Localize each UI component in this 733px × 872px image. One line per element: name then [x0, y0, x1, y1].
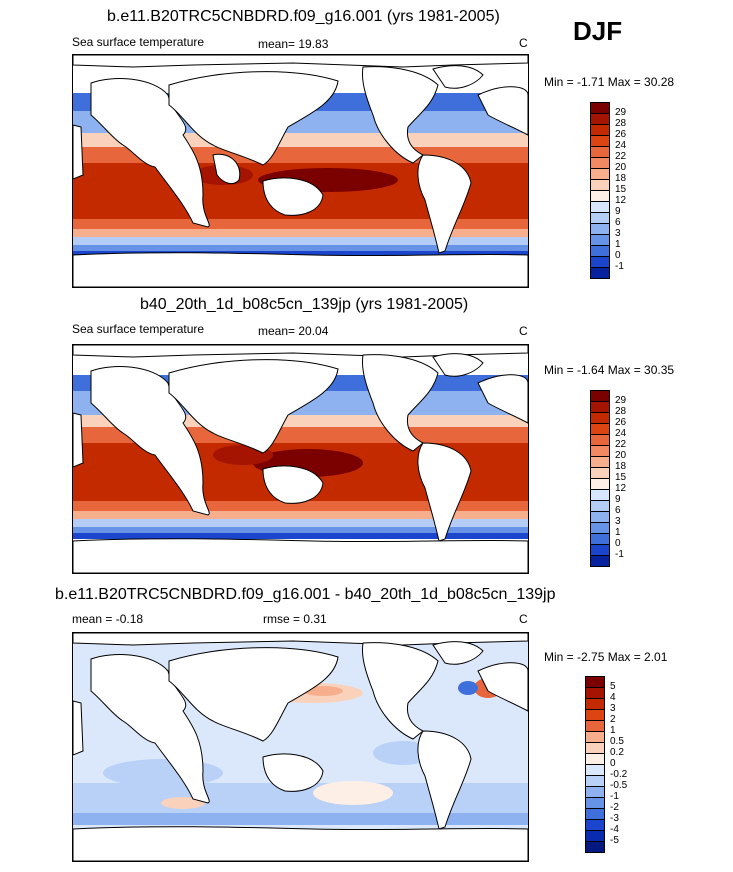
colorbar-tick-label: 29 [615, 107, 627, 118]
panel-1-title: b.e11.B20TRC5CNBDRD.f09_g16.001 (yrs 198… [107, 8, 500, 25]
colorbar-tick-label: 12 [615, 483, 627, 494]
colorbar-tick-label: -3 [610, 813, 619, 824]
colorbar-tick-label: 12 [615, 195, 627, 206]
colorbar-tick-label: 3 [615, 516, 621, 527]
colorbar-tick-label: 26 [615, 129, 627, 140]
colorbar-tick-label: 6 [615, 505, 621, 516]
colorbar-tick-label: -0.5 [610, 780, 628, 791]
colorbar-tick-label: 18 [615, 173, 627, 184]
colorbar-swatch [590, 555, 610, 567]
colorbar-tick-label: 0 [610, 758, 616, 769]
panel-3-mean: mean = -0.18 [72, 612, 144, 626]
colorbar-tick-label: 5 [610, 681, 616, 692]
panel-1-variable-label: Sea surface temperature [72, 35, 205, 49]
colorbar-tick-label: -5 [610, 835, 619, 846]
colorbar-tick-label: 0.2 [610, 747, 624, 758]
colorbar-tick-label: 0 [615, 250, 621, 261]
panel-2-map [72, 344, 529, 574]
colorbar-tick-label: 4 [610, 692, 616, 703]
colorbar-tick-label: 26 [615, 417, 627, 428]
colorbar-tick-label: 22 [615, 151, 627, 162]
panel-3-title: b.e11.B20TRC5CNBDRD.f09_g16.001 - b40_20… [55, 586, 556, 603]
colorbar-tick-label: 1 [615, 527, 621, 538]
panel-2-mean: mean= 20.04 [258, 324, 329, 338]
colorbar-tick-label: 20 [615, 450, 627, 461]
panel-1-colorbar: 29 28 26 24 22 20 18 15 12 9 6 3 1 0 -1 [590, 102, 670, 284]
colorbar-tick-label: 0 [615, 538, 621, 549]
colorbar-tick-label: 24 [615, 140, 627, 151]
panel-3-colorbar: 5 4 3 2 1 0.5 0.2 0 -0.2 -0.5 -1 -2 -3 -4 -5 [585, 676, 665, 858]
panel-3-map [72, 632, 529, 862]
colorbar-tick-label: 1 [610, 725, 616, 736]
colorbar-tick-label: 29 [615, 395, 627, 406]
panel-2-colorbar: 29 28 26 24 22 20 18 15 12 9 6 3 1 0 -1 [590, 390, 670, 572]
panel-1-mean: mean= 19.83 [258, 37, 329, 51]
season-label: DJF [573, 16, 623, 46]
colorbar-tick-label: 0.5 [610, 736, 624, 747]
colorbar-tick-label: 28 [615, 406, 627, 417]
colorbar-tick-label: 18 [615, 461, 627, 472]
panel-3-rmse: rmse = 0.31 [263, 612, 327, 626]
colorbar-tick-label: 15 [615, 472, 627, 483]
panel-3-units: C [519, 612, 528, 626]
colorbar-tick-label: -4 [610, 824, 619, 835]
colorbar-swatch [590, 267, 610, 279]
panel-2-title: b40_20th_1d_b08c5cn_139jp (yrs 1981-2005… [140, 296, 469, 313]
panel-2-minmax: Min = -1.64 Max = 30.35 [544, 363, 675, 377]
colorbar-tick-label: 1 [615, 239, 621, 250]
panel-2-map-svg [73, 345, 528, 573]
colorbar-tick-label: 2 [610, 714, 616, 725]
colorbar-tick-label: 24 [615, 428, 627, 439]
colorbar-tick-label: -1 [615, 549, 624, 560]
panel-1-minmax: Min = -1.71 Max = 30.28 [544, 75, 675, 89]
panel-2-units: C [519, 324, 528, 338]
panel-1-map [72, 54, 529, 288]
panel-1-map-svg [73, 55, 528, 287]
panel-3-map-svg [73, 633, 528, 861]
colorbar-tick-label: 20 [615, 162, 627, 173]
panel-1-units: C [519, 36, 528, 50]
colorbar-tick-label: -1 [615, 261, 624, 272]
colorbar-tick-label: -1 [610, 791, 619, 802]
panel-2-variable-label: Sea surface temperature [72, 322, 205, 336]
colorbar-tick-label: 3 [615, 228, 621, 239]
colorbar-tick-label: -2 [610, 802, 619, 813]
colorbar-tick-label: 15 [615, 184, 627, 195]
panel-3-minmax: Min = -2.75 Max = 2.01 [544, 650, 668, 664]
colorbar-tick-label: 28 [615, 118, 627, 129]
colorbar-tick-label: 9 [615, 206, 621, 217]
colorbar-swatch [585, 841, 605, 853]
colorbar-tick-label: 22 [615, 439, 627, 450]
colorbar-tick-label: 9 [615, 494, 621, 505]
colorbar-tick-label: 3 [610, 703, 616, 714]
colorbar-tick-label: -0.2 [610, 769, 628, 780]
colorbar-tick-label: 6 [615, 217, 621, 228]
